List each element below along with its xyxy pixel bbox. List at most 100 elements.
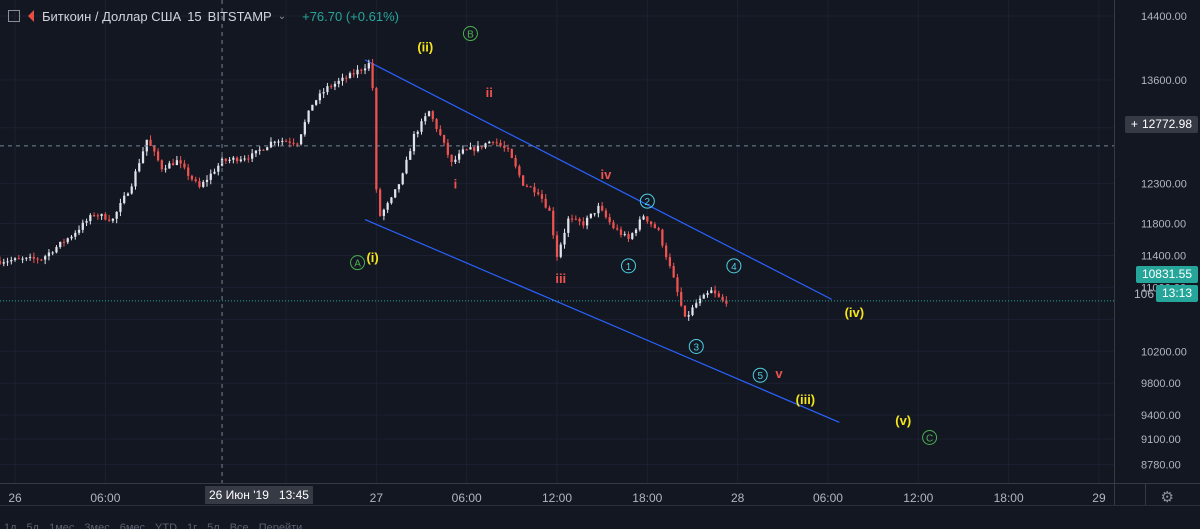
candle-body (213, 171, 216, 174)
candle-body (13, 258, 17, 261)
checkbox-icon[interactable] (8, 10, 20, 22)
candle-body (164, 168, 167, 170)
candle-body (386, 203, 389, 210)
candle-body (115, 211, 118, 219)
candle-body (303, 122, 306, 135)
candle-body (710, 290, 713, 294)
candle-body (405, 159, 408, 174)
y-tick-label: 11800.00 (1141, 219, 1186, 231)
candle-body (469, 147, 472, 150)
candle-body (266, 147, 269, 151)
wave-label-text: C (926, 433, 933, 444)
wave-label-circle (639, 193, 655, 209)
candle-body (540, 194, 544, 199)
candle-body (36, 258, 39, 260)
candle-body (104, 214, 107, 220)
range-button[interactable]: YTD (155, 522, 178, 529)
candle-body (141, 151, 145, 164)
candle-body (175, 160, 179, 166)
candle-body (702, 294, 705, 299)
wave-label-text: iii (555, 271, 566, 286)
candle-body (695, 303, 698, 308)
range-button[interactable]: 5л (207, 522, 220, 529)
range-button[interactable]: 5д (26, 522, 40, 529)
plus-icon[interactable]: + (1130, 117, 1138, 131)
candle-body (480, 145, 483, 148)
candle-body (510, 149, 513, 158)
range-button[interactable]: 6мес (119, 522, 146, 529)
trend-channel[interactable] (364, 59, 840, 423)
candle-body (292, 142, 295, 144)
candle-body (442, 134, 446, 143)
candle-body (570, 218, 574, 220)
candle-body (10, 260, 13, 262)
candle-body (81, 222, 84, 230)
candle-body (476, 145, 480, 152)
range-button[interactable]: Перейти (258, 522, 303, 529)
candle-body (559, 244, 562, 257)
candle-body (646, 216, 649, 222)
candle-body (518, 166, 521, 176)
range-button[interactable]: 1д (4, 522, 17, 529)
wave-label-text: ii (486, 85, 493, 100)
wave-label-text: (ii) (417, 39, 433, 54)
candle-body (612, 222, 615, 229)
candle-body (337, 80, 340, 84)
last-price-tag: 10831.55 (1135, 266, 1198, 283)
y-tick-label: 13600.00 (1141, 75, 1187, 87)
wave-label-text: i (454, 177, 458, 192)
wave-label-text: (i) (366, 250, 378, 265)
candle-body (582, 221, 585, 226)
x-tick-label: 27 (370, 491, 384, 505)
crosshair-price-tag: +12772.98 (1124, 116, 1198, 133)
candle-body (322, 92, 325, 94)
x-tick-label: 18:00 (994, 491, 1024, 505)
wave-label-circle (350, 255, 366, 271)
candle-body (537, 192, 540, 195)
candle-body (454, 159, 457, 162)
candle-body (661, 229, 664, 246)
range-button[interactable]: Все (229, 522, 249, 529)
candle-body (171, 163, 175, 166)
legend-symbol[interactable]: Биткоин / Доллар США (42, 8, 182, 24)
wave-label-v: (v) (895, 413, 911, 428)
candle-body (665, 245, 668, 258)
chart-legend[interactable]: Биткоин / Доллар США 15 BITSTAMP ⌄ +76.7… (8, 6, 399, 26)
candle-body (390, 197, 393, 204)
candle-body (160, 160, 163, 170)
legend-exchange[interactable]: BITSTAMP (207, 8, 272, 24)
candle-body (680, 292, 683, 306)
candle-body (634, 229, 638, 234)
candle-body (589, 213, 593, 218)
candle-body (672, 266, 675, 278)
candle-body (465, 149, 468, 151)
x-tick-label: 26 (8, 491, 22, 505)
wave-label-C: C (922, 429, 938, 445)
candle-body (567, 218, 570, 233)
chevron-down-icon[interactable]: ⌄ (277, 10, 287, 22)
legend-interval[interactable]: 15 (187, 8, 202, 24)
candle-body (66, 238, 69, 243)
candle-body (111, 218, 115, 221)
wave-label-circle (726, 258, 742, 274)
candle-body (491, 141, 495, 143)
candle-body (187, 167, 190, 176)
candle-body (179, 160, 182, 164)
candle-body (299, 134, 303, 145)
candle-body (183, 163, 186, 168)
candle-body (62, 241, 66, 243)
candle-body (356, 69, 359, 75)
candle-body (371, 63, 374, 89)
gear-icon[interactable]: ⚙ (1160, 489, 1174, 506)
wave-label-ii: (ii) (417, 39, 433, 54)
range-button[interactable]: 3мес (84, 522, 110, 529)
y-tick-label: 9800.00 (1141, 378, 1181, 390)
wave-label-text: 3 (693, 342, 699, 353)
candle-body (363, 68, 367, 71)
range-button[interactable]: 1г (187, 522, 198, 529)
candle-body (450, 154, 453, 162)
range-button[interactable]: 1мес (49, 522, 75, 529)
